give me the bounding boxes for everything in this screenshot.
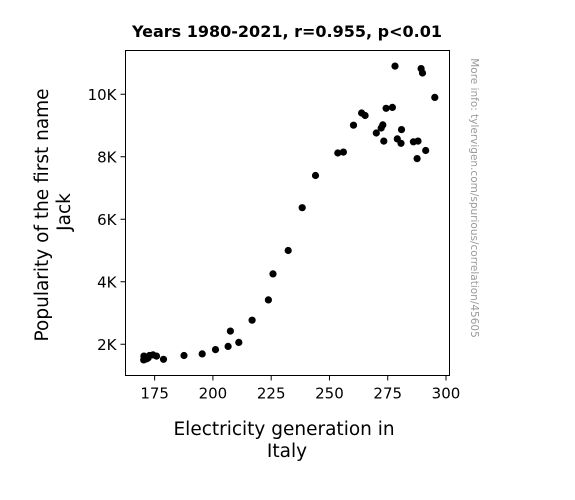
y-tick-label: 8K bbox=[97, 148, 118, 166]
source-watermark: More info: tylervigen.com/spurious/corre… bbox=[468, 58, 480, 338]
y-axis-label: Popularity of the first name Jack bbox=[32, 83, 75, 342]
x-tick-label: 225 bbox=[257, 385, 286, 403]
y-tick-label: 4K bbox=[97, 273, 118, 291]
data-point bbox=[361, 111, 369, 120]
data-point bbox=[311, 171, 320, 180]
data-point bbox=[152, 352, 161, 360]
data-point bbox=[418, 69, 427, 77]
data-point bbox=[334, 149, 342, 157]
data-point bbox=[382, 104, 390, 112]
y-axis-label-line-1: Popularity of the first name bbox=[32, 88, 53, 341]
y-tick-label: 6K bbox=[97, 211, 118, 229]
data-point bbox=[226, 327, 234, 335]
data-point bbox=[339, 148, 347, 156]
data-point bbox=[349, 121, 358, 129]
x-tick-label: 200 bbox=[199, 385, 228, 403]
x-tick-label: 275 bbox=[373, 385, 402, 403]
data-point bbox=[224, 342, 232, 350]
data-point bbox=[269, 270, 277, 278]
data-point bbox=[211, 346, 220, 354]
data-point bbox=[397, 139, 405, 147]
x-axis-label-line-1: Electricity generation in bbox=[173, 419, 394, 440]
data-point bbox=[372, 129, 380, 137]
y-axis-label-line-2: Jack bbox=[54, 193, 75, 232]
data-point bbox=[414, 137, 422, 145]
data-point bbox=[248, 316, 256, 324]
x-axis-label-line-2: Italy bbox=[267, 441, 307, 462]
data-point bbox=[298, 204, 306, 212]
data-point bbox=[391, 62, 399, 70]
y-axis: 2K 4K 6K 8K 10K bbox=[88, 86, 126, 354]
data-point bbox=[379, 121, 387, 129]
data-point bbox=[264, 296, 272, 304]
data-point bbox=[235, 338, 243, 346]
plot-area-frame bbox=[125, 50, 450, 376]
data-point bbox=[431, 93, 439, 101]
data-point bbox=[380, 137, 388, 145]
data-point bbox=[397, 126, 406, 134]
data-point bbox=[198, 350, 206, 358]
data-point bbox=[413, 155, 421, 163]
data-point bbox=[388, 103, 396, 111]
data-point bbox=[284, 246, 292, 255]
chart-title: Years 1980-2021, r=0.955, p<0.01 bbox=[131, 22, 442, 41]
x-tick-label: 250 bbox=[315, 385, 344, 403]
data-points bbox=[140, 62, 439, 364]
x-tick-label: 175 bbox=[140, 385, 169, 403]
x-tick-label: 300 bbox=[432, 385, 461, 403]
y-tick-label: 2K bbox=[97, 336, 118, 354]
data-point bbox=[422, 146, 430, 155]
x-axis: 175 200 225 250 275 300 bbox=[140, 375, 461, 403]
y-tick-label: 10K bbox=[88, 86, 118, 104]
data-point bbox=[159, 355, 168, 363]
data-point bbox=[180, 351, 188, 360]
x-axis-label: Electricity generation in Italy bbox=[173, 419, 400, 462]
